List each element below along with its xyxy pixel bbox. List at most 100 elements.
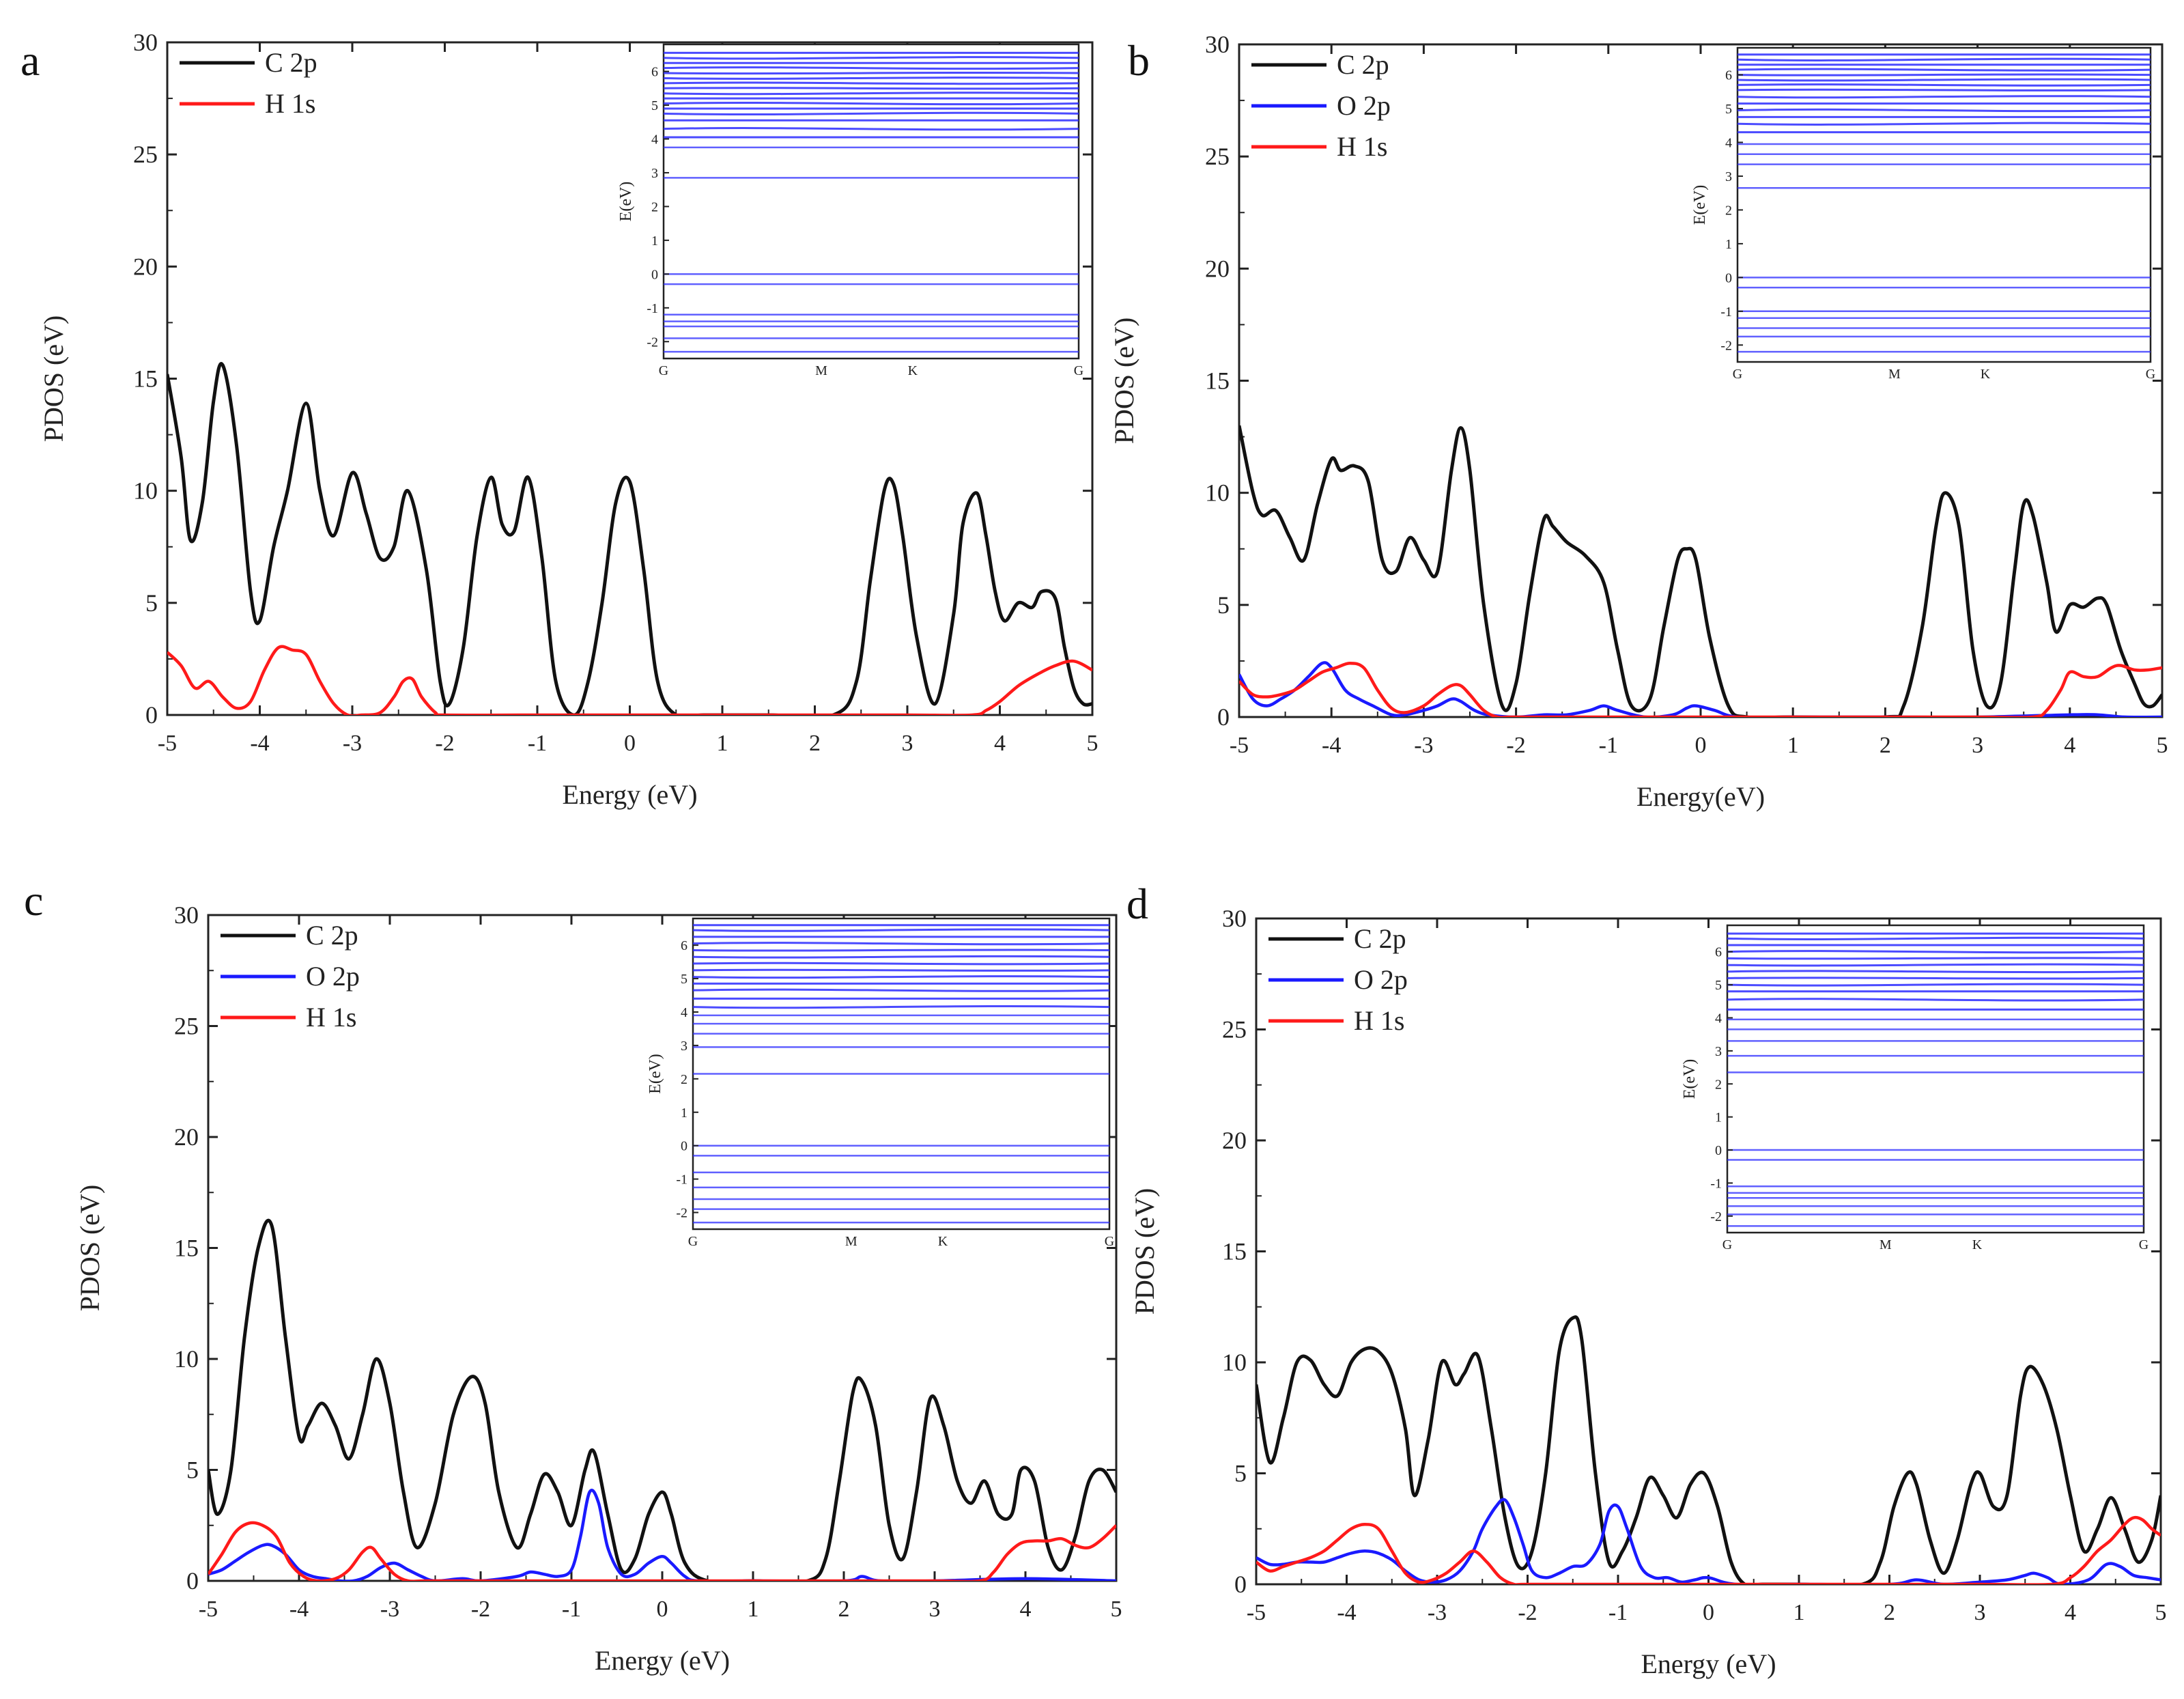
- inset-kpoint-label: G: [659, 363, 668, 378]
- inset-y-tick-label: 1: [681, 1106, 687, 1121]
- band-line: [663, 61, 1079, 65]
- x-tick-label: 3: [1974, 1600, 1986, 1625]
- y-tick-label: 0: [1217, 703, 1230, 731]
- inset-band-structure: -2 -1 0 1 2 3 4 5 6 G M K G E(eV): [1681, 924, 2148, 1252]
- inset-band-structure: -2 -1 0 1 2 3 4 5 6 G M K G E(eV): [647, 917, 1114, 1249]
- band-line: [663, 66, 1079, 70]
- y-tick-label: 20: [1222, 1127, 1247, 1154]
- x-tick-label: -1: [1608, 1600, 1628, 1625]
- x-tick-label: 1: [748, 1597, 759, 1622]
- x-tick-label: 5: [1111, 1597, 1122, 1622]
- inset-y-axis-label: E(eV): [647, 1054, 664, 1094]
- band-line: [1737, 68, 2151, 72]
- y-tick-label: 10: [133, 477, 158, 505]
- series-line-h-1s: [208, 1521, 1116, 1581]
- x-tick-label: 5: [2157, 733, 2168, 758]
- inset-y-tick-label: -1: [647, 301, 658, 316]
- inset-y-tick-label: 5: [681, 972, 687, 987]
- inset-kpoint-label: K: [938, 1234, 948, 1249]
- x-tick-label: 3: [902, 731, 913, 756]
- legend-label: C 2p: [1354, 923, 1406, 954]
- series-line-h-1s: [1239, 661, 2162, 717]
- inset-y-tick-label: 4: [1715, 1011, 1722, 1026]
- band-line: [692, 928, 1110, 932]
- series-group: [208, 1218, 1116, 1581]
- band-line: [692, 942, 1110, 946]
- x-tick-label: -1: [528, 731, 547, 756]
- legend-label: O 2p: [306, 961, 360, 992]
- x-tick-label: 4: [994, 731, 1006, 756]
- inset-y-tick-label: 2: [1725, 203, 1732, 218]
- band-line: [1727, 950, 2144, 954]
- x-axis-label: Energy(eV): [1636, 781, 1765, 812]
- legend-label: H 1s: [265, 88, 315, 119]
- band-line: [692, 936, 1110, 938]
- band-line: [692, 982, 1110, 985]
- x-tick-label: 5: [2155, 1600, 2167, 1625]
- band-line: [1727, 977, 2144, 980]
- y-tick-label: 5: [186, 1457, 199, 1484]
- x-tick-label: -1: [562, 1597, 581, 1622]
- panel-label: b: [1128, 36, 1150, 85]
- series-line-h-1s: [167, 645, 1092, 715]
- x-tick-label: -3: [380, 1597, 399, 1622]
- series-line-c-2p: [1256, 1315, 2161, 1584]
- band-line: [663, 71, 1079, 75]
- inset-y-tick-label: 2: [651, 199, 658, 214]
- panel-label: d: [1126, 880, 1148, 928]
- x-tick-label: -2: [435, 731, 454, 756]
- inset-y-tick-label: 6: [681, 938, 687, 953]
- x-tick-label: 1: [717, 731, 728, 756]
- y-tick-label: 20: [133, 253, 158, 280]
- inset-y-tick-label: -1: [676, 1173, 687, 1188]
- inset-kpoint-label: G: [1722, 1237, 1732, 1252]
- inset-kpoint-label: M: [845, 1234, 857, 1249]
- y-axis-label: PDOS (eV): [1129, 1188, 1160, 1315]
- band-line: [663, 127, 1079, 131]
- inset-y-tick-label: -1: [1710, 1176, 1722, 1191]
- inset-y-tick-label: -2: [1720, 338, 1732, 353]
- series-line-o-2p: [208, 1488, 1116, 1581]
- x-tick-label: -3: [343, 731, 362, 756]
- inset-y-tick-label: 1: [651, 234, 658, 249]
- inset-kpoint-label: G: [1733, 367, 1742, 382]
- inset-y-tick-label: 0: [1725, 270, 1732, 285]
- inset-kpoint-label: K: [908, 363, 918, 378]
- inset-y-tick-label: 5: [1715, 978, 1722, 993]
- band-line: [1727, 936, 2144, 940]
- band-line: [1737, 57, 2151, 61]
- x-tick-label: 1: [1787, 733, 1799, 758]
- series-line-c-2p: [167, 362, 1092, 715]
- inset-kpoint-label: K: [1972, 1237, 1983, 1252]
- y-axis-label: PDOS (eV): [1109, 318, 1139, 445]
- inset-kpoint-label: G: [688, 1234, 698, 1249]
- inset-y-tick-label: 2: [681, 1072, 687, 1087]
- panel-label: a: [20, 36, 40, 85]
- x-tick-label: 2: [838, 1597, 850, 1622]
- x-axis-label: Energy (eV): [1641, 1648, 1776, 1679]
- band-line: [1737, 122, 2151, 126]
- inset-kpoint-label: M: [815, 363, 827, 378]
- x-tick-label: 3: [1972, 733, 1983, 758]
- legend-label: C 2p: [1337, 49, 1389, 80]
- legend-label: H 1s: [1337, 131, 1387, 162]
- series-line-o-2p: [1256, 1498, 2161, 1584]
- inset-y-tick-label: 3: [681, 1039, 687, 1054]
- y-tick-label: 25: [1222, 1016, 1247, 1043]
- y-tick-label: 5: [145, 589, 158, 617]
- inset-y-tick-label: -2: [647, 335, 658, 350]
- band-line: [663, 111, 1079, 116]
- x-tick-label: -4: [1322, 733, 1341, 758]
- x-tick-label: -2: [471, 1597, 490, 1622]
- band-line: [1737, 73, 2151, 76]
- band-line: [663, 56, 1079, 60]
- y-tick-label: 0: [1234, 1571, 1247, 1598]
- inset-y-tick-label: -2: [676, 1206, 687, 1221]
- inset-kpoint-label: G: [2146, 367, 2155, 382]
- band-line: [663, 97, 1079, 100]
- inset-y-tick-label: 0: [651, 267, 658, 282]
- inset-y-tick-label: 4: [681, 1005, 687, 1020]
